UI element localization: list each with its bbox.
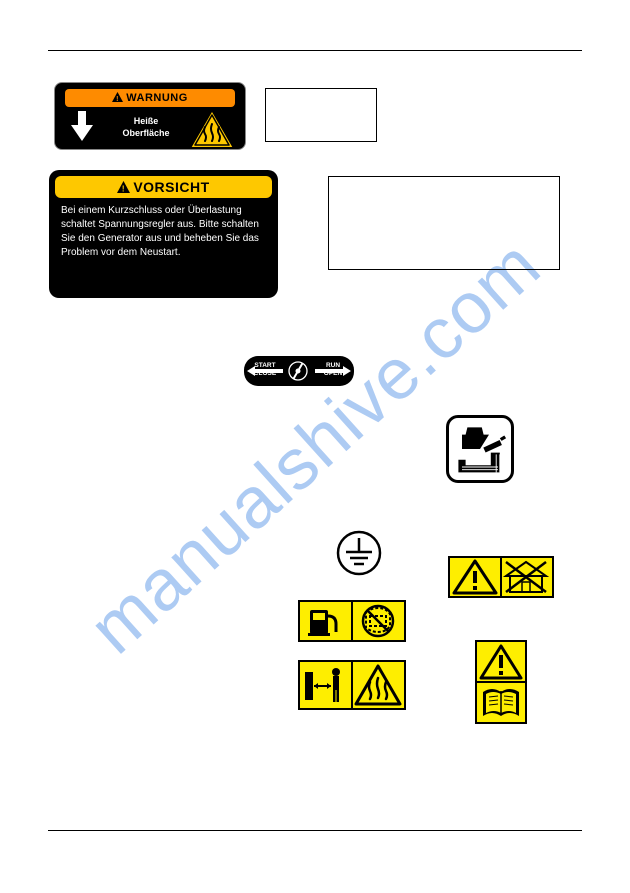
hazard-keep-distance-hot	[298, 660, 406, 710]
hazard-refuel-engine-off	[298, 600, 406, 642]
choke-lever-icon	[288, 361, 308, 381]
down-arrow-icon	[71, 111, 93, 146]
arrow-left-icon	[247, 366, 283, 376]
empty-box-2	[328, 176, 560, 270]
warning-triangle-icon: !	[112, 92, 123, 102]
warnung-header: ! WARNUNG	[65, 89, 235, 107]
warnung-line2: Oberfläche	[122, 128, 169, 138]
run-open-label: RUN OPEN	[318, 362, 348, 378]
vorsicht-body-text: Bei einem Kurzschluss oder Überlastung s…	[61, 204, 268, 290]
vorsicht-header: ! VORSICHT	[55, 176, 272, 198]
label-vorsicht: ! VORSICHT Bei einem Kurzschluss oder Üb…	[49, 170, 278, 298]
svg-text:!: !	[116, 96, 119, 102]
choke-start-run-label: START CLOSE RUN OPEN	[244, 356, 354, 386]
label-warnung: ! WARNUNG Heiße Oberfläche	[54, 82, 246, 150]
oil-drain-icon	[446, 415, 514, 483]
vorsicht-title: VORSICHT	[133, 179, 209, 195]
warnung-title: WARNUNG	[126, 92, 188, 104]
warnung-line1: Heiße	[134, 116, 159, 126]
hot-surface-triangle-icon	[189, 109, 235, 154]
caution-triangle-icon: !	[117, 181, 130, 193]
warnung-body: Heiße Oberfläche	[110, 115, 182, 139]
earth-ground-icon	[336, 530, 382, 576]
empty-box-1	[265, 88, 377, 142]
bottom-rule	[48, 830, 582, 831]
open-text: OPEN	[318, 370, 348, 378]
svg-text:!: !	[122, 185, 125, 194]
run-text: RUN	[318, 362, 348, 370]
top-rule	[48, 50, 582, 51]
hazard-read-manual	[475, 640, 527, 724]
hazard-no-indoor-use	[448, 556, 554, 598]
